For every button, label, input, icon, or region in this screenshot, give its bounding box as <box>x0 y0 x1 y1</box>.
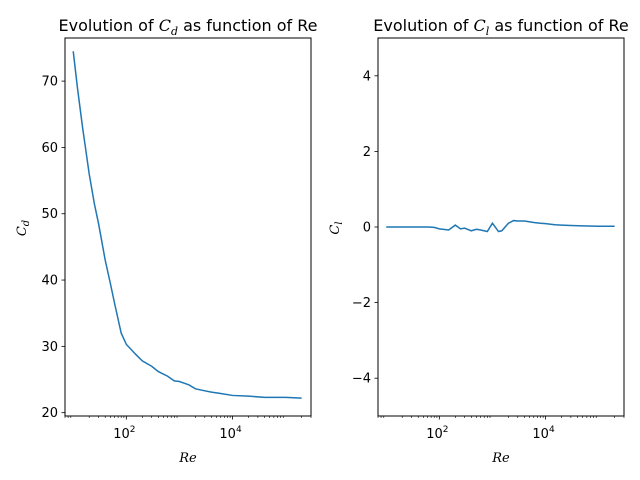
cd-y-tick-label: 60 <box>41 141 58 156</box>
cd-x-tick-label: 104 <box>219 425 242 442</box>
cd-title-subscript: d <box>171 25 178 38</box>
cl-title: Evolution of Cl as function of Re <box>373 16 629 38</box>
cl-subplot: Evolution of Cl as function of Re 102 104… <box>328 16 629 466</box>
cd-series-line <box>72 51 302 399</box>
cl-y-axis-symbol: C <box>328 225 343 235</box>
cl-x-axis-label: Re <box>491 451 510 466</box>
cd-title-prefix: Evolution of <box>58 16 158 35</box>
cd-title: Evolution of Cd as function of Re <box>58 16 317 38</box>
cd-y-tick-label: 70 <box>41 75 58 90</box>
cd-title-suffix: as function of Re <box>178 16 318 35</box>
cl-x-tick-label: 104 <box>532 425 555 442</box>
cd-y-tick-label: 20 <box>41 406 58 421</box>
cl-y-tick-label: 2 <box>363 145 371 160</box>
cl-plot-area: 102 104 −4 −2 0 2 4 <box>352 69 625 442</box>
cd-title-symbol: C <box>159 16 171 35</box>
cd-x-axis-label: Re <box>178 451 197 466</box>
cl-y-tick-label: −2 <box>352 296 371 311</box>
cl-y-tick-label: 4 <box>363 69 371 84</box>
cl-title-suffix: as function of Re <box>489 16 629 35</box>
cl-series-line <box>386 219 615 233</box>
cl-y-axis-label: Cl <box>328 221 345 234</box>
cd-y-axis-symbol: C <box>15 226 30 236</box>
cd-y-tick-label: 40 <box>41 274 58 289</box>
cl-y-tick-label: 0 <box>363 221 371 236</box>
cd-x-tick-label: 102 <box>113 425 135 442</box>
cl-title-prefix: Evolution of <box>373 16 473 35</box>
cl-y-tick-label: −4 <box>352 372 371 387</box>
cd-y-axis-subscript: d <box>21 220 32 226</box>
cd-y-tick-label: 50 <box>41 207 58 222</box>
cl-title-subscript: l <box>486 25 490 38</box>
cd-axes-frame <box>64 37 312 417</box>
cl-axes-frame <box>377 37 625 417</box>
cd-subplot: Evolution of Cd as function of Re 102 104… <box>15 16 318 466</box>
cd-y-tick-label: 30 <box>41 340 58 355</box>
cl-title-symbol: C <box>473 16 485 35</box>
cl-x-tick-label: 102 <box>426 425 448 442</box>
cd-y-axis-label: Cd <box>15 220 32 236</box>
cl-y-axis-subscript: l <box>334 221 345 224</box>
cd-plot-area: 102 104 20 30 40 50 60 70 <box>41 51 312 442</box>
